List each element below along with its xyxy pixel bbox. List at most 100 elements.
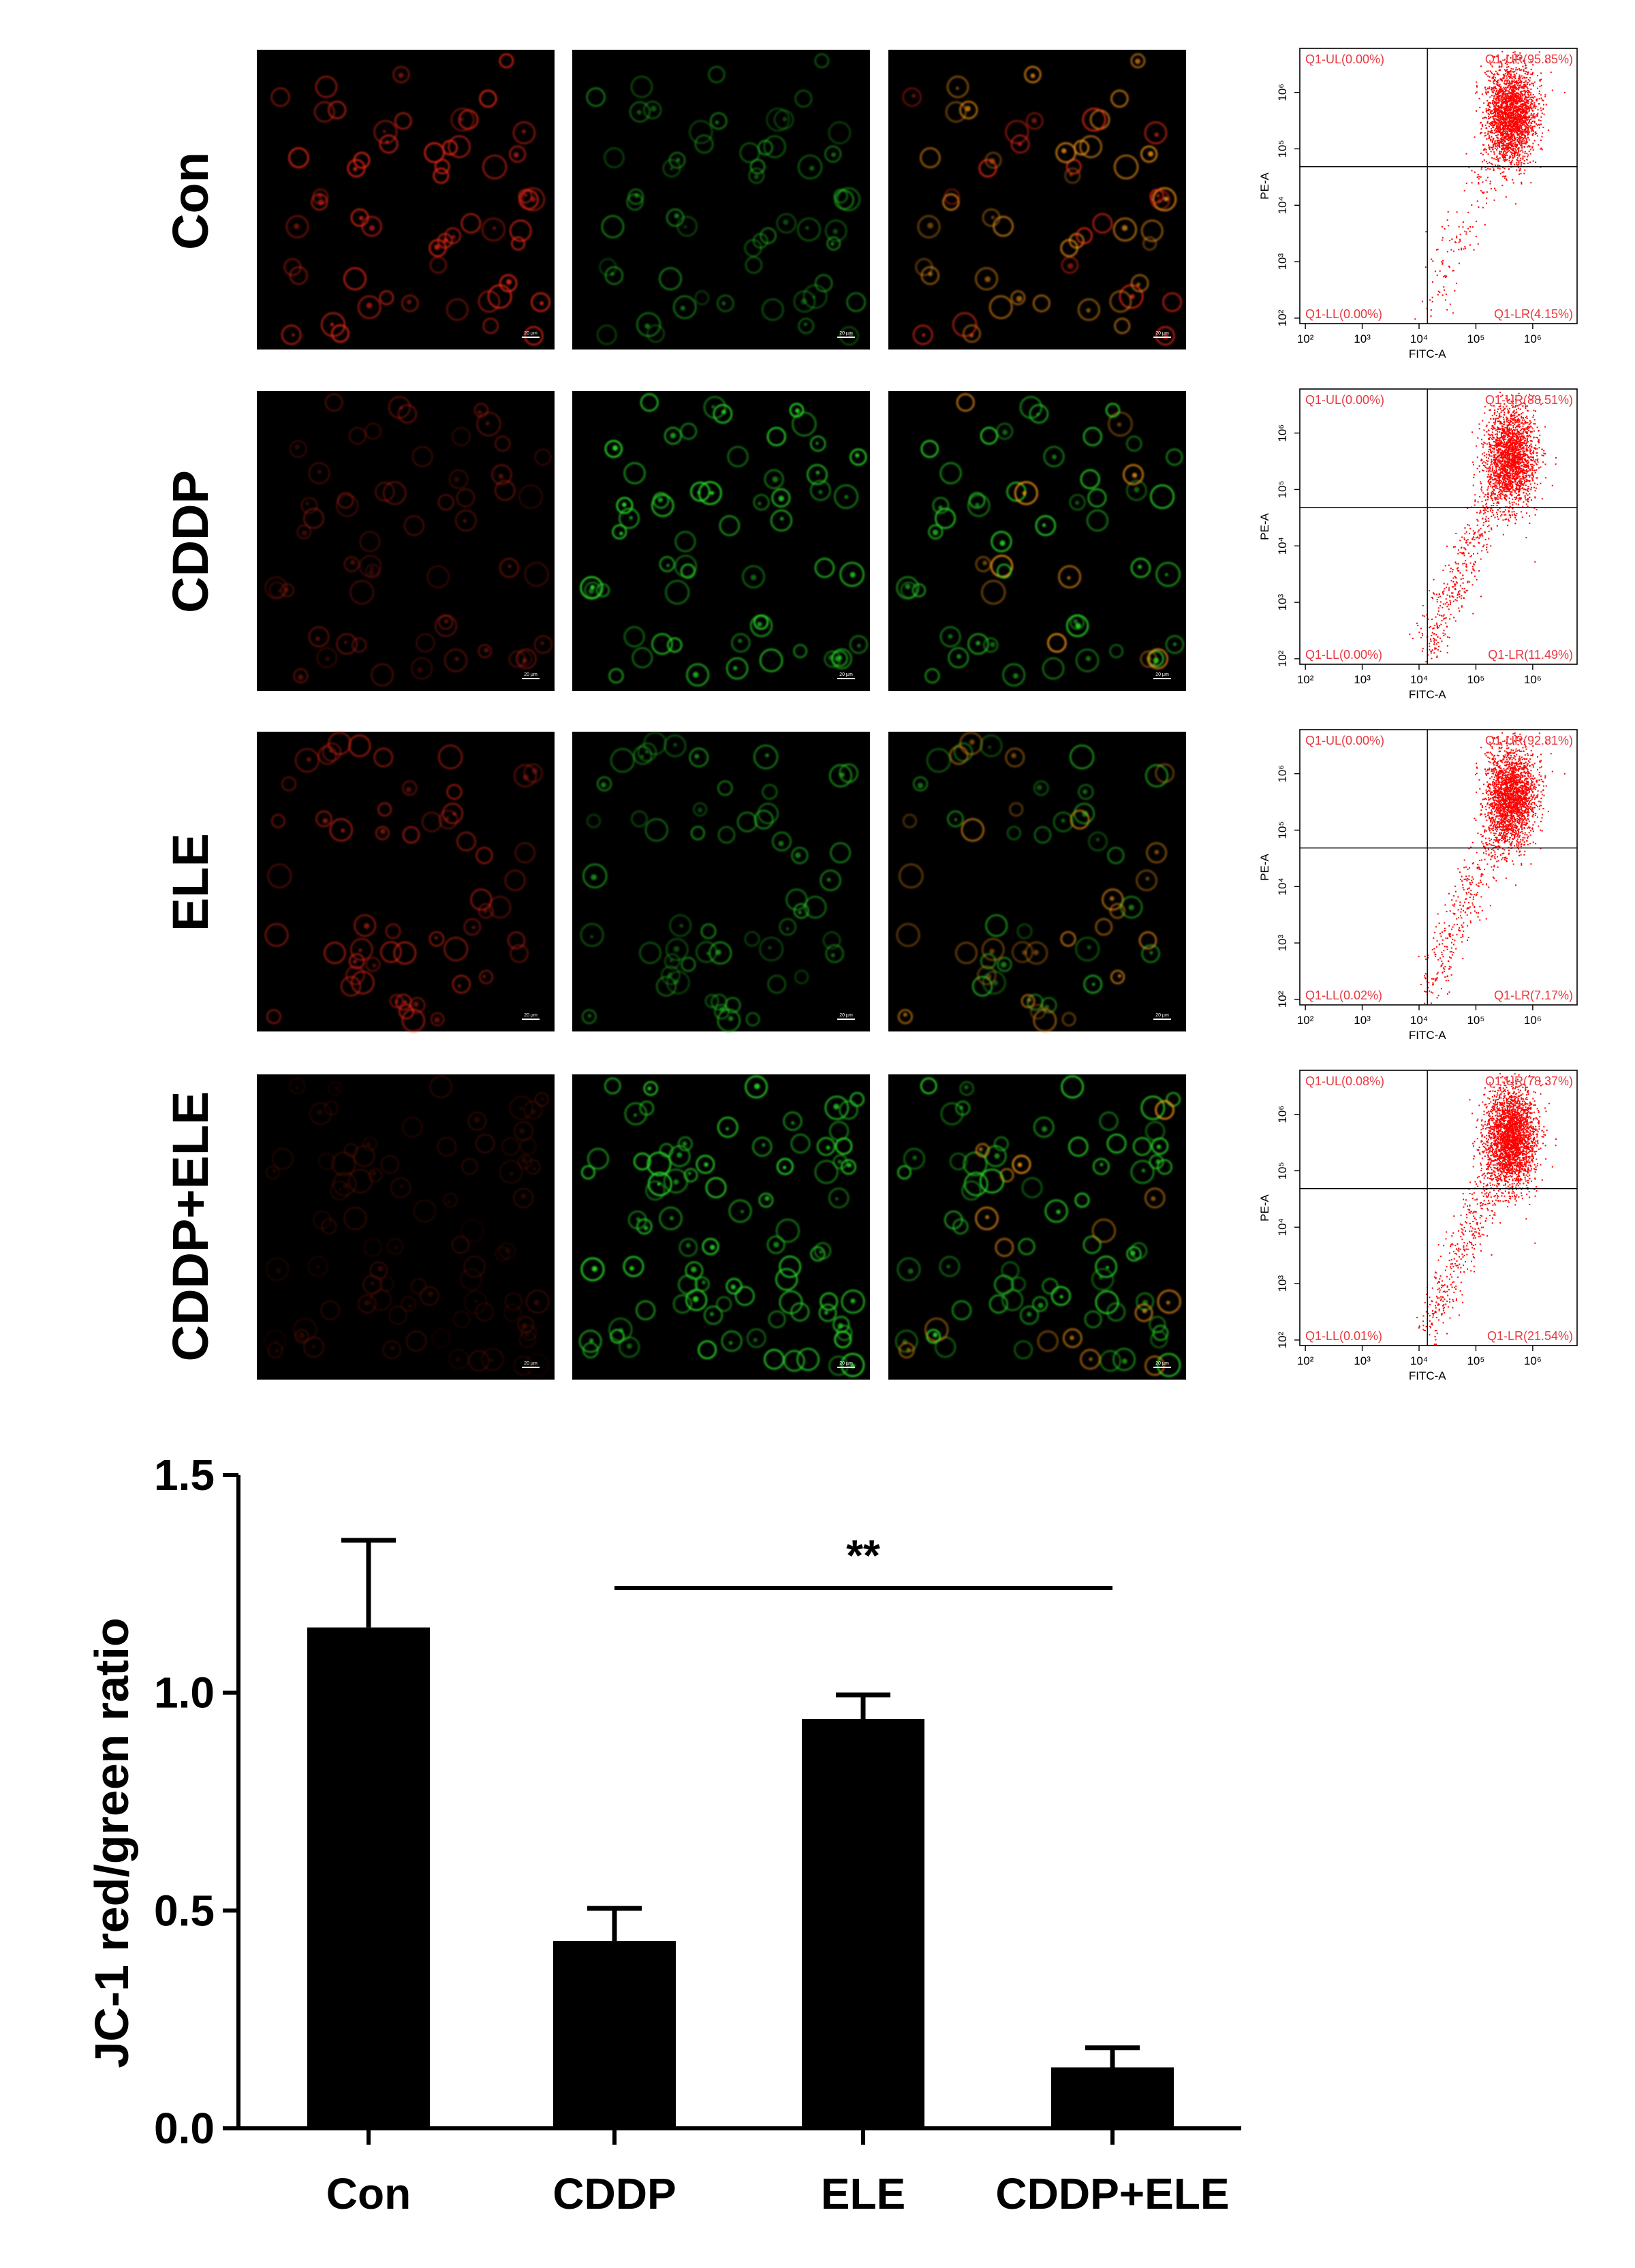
flow-dot — [1501, 427, 1503, 429]
flow-dot — [1503, 106, 1505, 108]
flow-dot — [1497, 74, 1499, 75]
cell-spot — [917, 782, 924, 789]
cell-spot — [833, 1104, 839, 1110]
flow-dot — [1514, 468, 1516, 469]
cell-ring — [716, 294, 734, 313]
flow-dot — [1501, 172, 1504, 174]
cell-spot — [524, 193, 528, 197]
cell-spot — [275, 1348, 279, 1352]
flow-dot — [1518, 459, 1520, 461]
flow-dot — [1489, 131, 1491, 133]
cell-ring — [461, 213, 482, 234]
cell-ring — [632, 647, 653, 668]
flow-dot — [1513, 140, 1515, 142]
flow-dot — [1538, 51, 1540, 53]
cell-ring — [293, 1318, 317, 1342]
flow-dot — [1506, 82, 1508, 84]
cell-ring — [745, 256, 763, 274]
cell-spot — [485, 421, 490, 426]
flow-dot — [1507, 491, 1509, 492]
flow-dot — [1511, 465, 1513, 467]
flow-dot — [1504, 485, 1506, 486]
flow-dot — [1495, 127, 1497, 129]
cell-ring — [296, 524, 312, 540]
cell-spot — [764, 1196, 770, 1201]
flow-dot — [1486, 99, 1489, 102]
cell-spot — [1153, 657, 1159, 664]
cell-spot — [778, 495, 785, 501]
flow-dot — [1502, 159, 1504, 161]
cell-spot — [1154, 132, 1159, 137]
cell-ring — [375, 481, 395, 502]
cell-spot — [324, 656, 330, 662]
flow-dot — [1540, 120, 1542, 122]
flow-dot — [1512, 71, 1514, 73]
flow-dot — [1510, 115, 1512, 117]
flow-dot — [1520, 115, 1521, 117]
flow-dot — [1508, 82, 1509, 84]
flow-dot — [1444, 299, 1446, 301]
flow-dot — [1491, 425, 1493, 427]
flow-dot — [1524, 107, 1526, 109]
flow-dot — [1516, 55, 1518, 57]
flow-dot — [1529, 126, 1531, 128]
cell-ring — [531, 292, 551, 312]
flow-dot — [1508, 116, 1510, 119]
flow-dot — [1486, 431, 1488, 433]
cell-ring — [745, 1075, 768, 1099]
flow-dot — [1512, 125, 1514, 127]
cell-ring — [313, 101, 335, 123]
flow-dot — [1496, 136, 1498, 138]
cell-spot — [674, 213, 680, 219]
cell-ring — [601, 215, 625, 238]
flow-dot — [1516, 112, 1519, 114]
flow-dot — [1527, 89, 1529, 91]
flow-dot — [1563, 91, 1566, 93]
flow-dot — [1492, 138, 1494, 140]
flow-dot — [1527, 93, 1529, 95]
flow-dot — [1504, 121, 1506, 123]
flow-dot — [1527, 111, 1529, 113]
flow-dot — [1523, 140, 1525, 142]
flow-dot — [1497, 108, 1499, 110]
flow-dot — [1529, 448, 1531, 450]
flow-dot — [1530, 102, 1532, 104]
flow-dot — [1494, 73, 1496, 75]
flow-dot — [1508, 92, 1510, 94]
flow-dot — [1506, 456, 1508, 459]
flow-dot — [1490, 102, 1492, 104]
cell-ring — [896, 922, 920, 947]
flow-dot — [1517, 148, 1519, 150]
flow-dot — [1504, 144, 1506, 146]
flow-dot — [1509, 157, 1511, 158]
cell-spot — [452, 235, 456, 239]
flow-dot — [1512, 155, 1514, 157]
flow-dot — [1487, 473, 1489, 476]
flow-dot — [1482, 154, 1484, 156]
flow-dot — [1514, 463, 1516, 465]
flow-dot — [1523, 446, 1525, 448]
cell-ring — [839, 1100, 858, 1120]
flow-dot — [1520, 121, 1522, 123]
flow-dot — [1506, 490, 1508, 492]
flow-dot — [1492, 123, 1494, 125]
flow-dot — [1503, 171, 1505, 173]
cell-ring — [317, 1152, 336, 1170]
flow-dot — [1514, 97, 1515, 99]
cell-ring — [1157, 1159, 1172, 1175]
cell-ring — [949, 1152, 967, 1170]
cell-ring — [470, 888, 493, 911]
flow-dot — [1521, 86, 1523, 88]
flow-dot — [1501, 456, 1504, 458]
flow-dot — [1509, 73, 1511, 75]
cell-ring — [952, 312, 978, 337]
flow-dot — [1476, 176, 1478, 178]
cell-spot — [533, 1167, 537, 1171]
cell-ring — [659, 267, 683, 291]
flow-dot — [1458, 241, 1460, 243]
flow-dot — [1521, 480, 1523, 482]
flow-dot — [1510, 467, 1512, 469]
flow-dot — [1499, 127, 1501, 129]
flow-dot — [1506, 431, 1508, 433]
cell-ring — [830, 842, 852, 864]
